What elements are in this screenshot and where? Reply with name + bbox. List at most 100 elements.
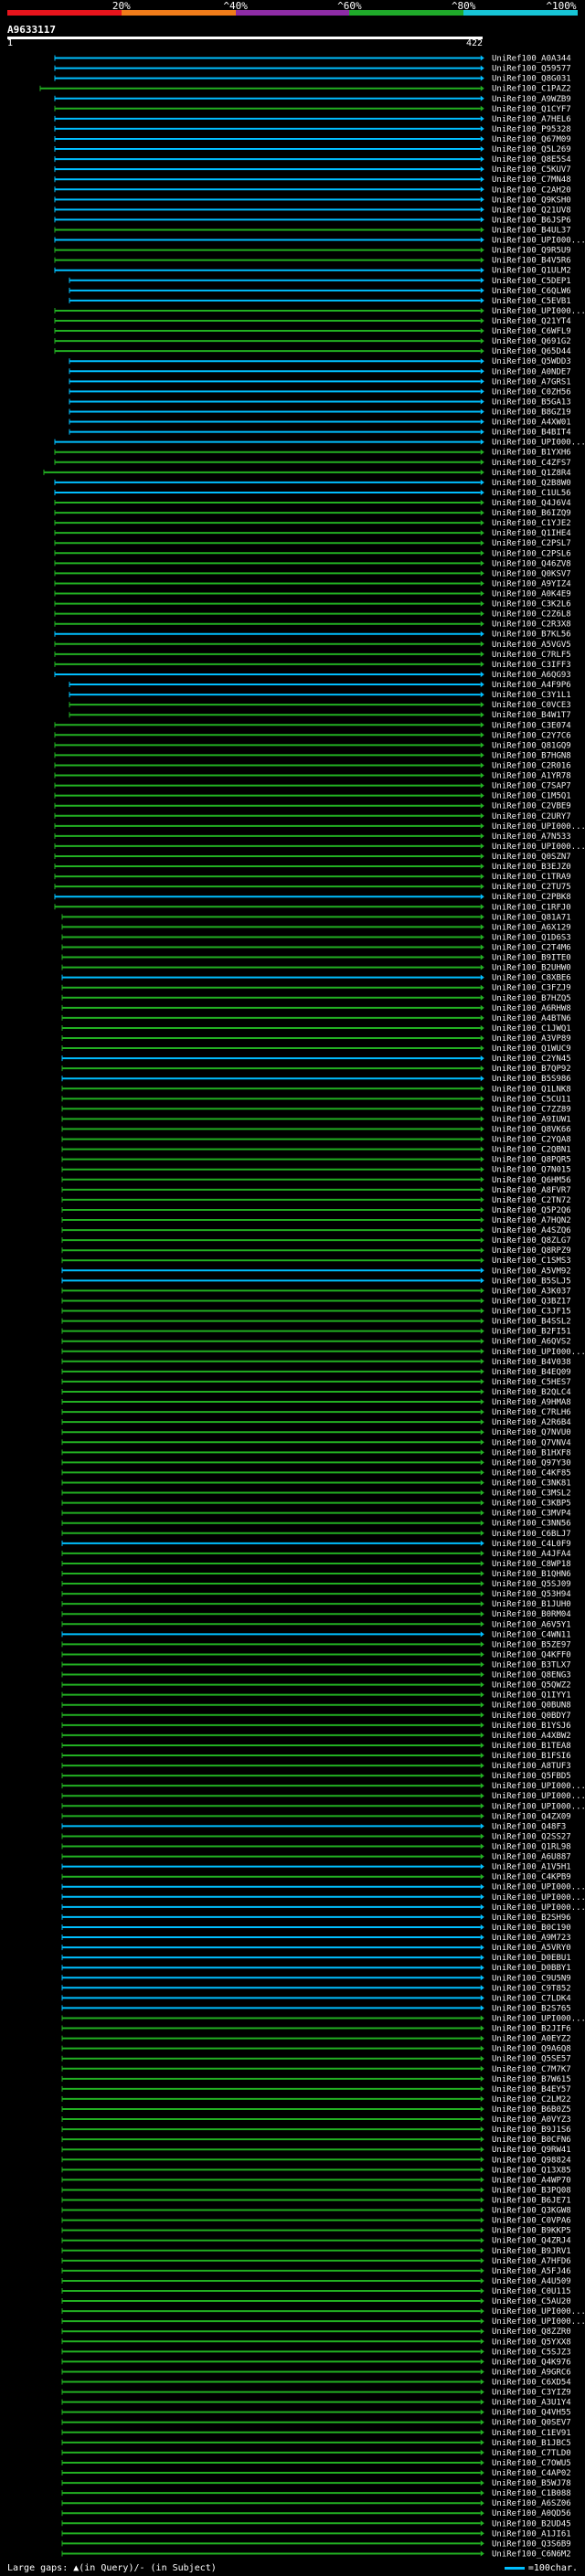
hit-row[interactable]: UniRef100_Q6HM56 xyxy=(61,1176,571,1185)
hit-label[interactable]: UniRef100_C1M5Q1 xyxy=(492,792,571,801)
hit-label[interactable]: UniRef100_A6SZ06 xyxy=(492,2499,571,2508)
hit-row[interactable]: UniRef100_C1PAZ2 xyxy=(39,85,571,94)
hit-label[interactable]: UniRef100_Q4J6V4 xyxy=(492,499,571,508)
hit-label[interactable]: UniRef100_Q97Y30 xyxy=(492,1458,571,1468)
hit-label[interactable]: UniRef100_B6JSP6 xyxy=(492,216,571,225)
hit-label[interactable]: UniRef100_Q21YT4 xyxy=(492,317,571,326)
hit-row[interactable]: UniRef100_C5HES7 xyxy=(61,1378,571,1387)
hit-label[interactable]: UniRef100_A3U1Y4 xyxy=(492,2399,571,2408)
hit-label[interactable]: UniRef100_C5HES7 xyxy=(492,1378,571,1387)
hit-row[interactable]: UniRef100_A4JFA4 xyxy=(61,1550,571,1559)
hit-label[interactable]: UniRef100_C7LDK4 xyxy=(492,1994,571,2003)
hit-row[interactable]: UniRef100_B1FSI6 xyxy=(61,1752,571,1761)
hit-label[interactable]: UniRef100_C0ZH56 xyxy=(492,387,571,397)
hit-label[interactable]: UniRef100_C5DEP1 xyxy=(492,277,571,286)
hit-label[interactable]: UniRef100_B5ZE97 xyxy=(492,1640,571,1649)
hit-label[interactable]: UniRef100_UPI000... xyxy=(492,2317,585,2327)
hit-row[interactable]: UniRef100_Q59577 xyxy=(54,65,571,74)
hit-row[interactable]: UniRef100_C5EVB1 xyxy=(69,297,571,306)
hit-row[interactable]: UniRef100_B0RM04 xyxy=(61,1610,571,1619)
hit-row[interactable]: UniRef100_Q4KFF0 xyxy=(61,1650,571,1659)
hit-label[interactable]: UniRef100_B1QHN6 xyxy=(492,1570,571,1579)
hit-label[interactable]: UniRef100_B2UHW0 xyxy=(492,964,571,973)
hit-label[interactable]: UniRef100_UPI000... xyxy=(492,2307,585,2316)
hit-label[interactable]: UniRef100_B2S765 xyxy=(492,2004,571,2013)
hit-row[interactable]: UniRef100_C2R016 xyxy=(54,761,571,770)
hit-row[interactable]: UniRef100_Q1RL98 xyxy=(61,1843,571,1852)
hit-row[interactable]: UniRef100_C3K2L6 xyxy=(54,600,571,610)
hit-row[interactable]: UniRef100_A0K4E9 xyxy=(54,590,571,599)
hit-row[interactable]: UniRef100_A5VGV5 xyxy=(54,641,571,650)
hit-row[interactable]: UniRef100_B6B0Z5 xyxy=(61,2105,571,2115)
hit-row[interactable]: UniRef100_B3TLX7 xyxy=(61,1661,571,1670)
hit-row[interactable]: UniRef100_A1JI61 xyxy=(61,2529,571,2539)
hit-label[interactable]: UniRef100_B9J1S6 xyxy=(492,2125,571,2135)
hit-row[interactable]: UniRef100_C1SMS3 xyxy=(61,1256,571,1266)
hit-label[interactable]: UniRef100_B7QP92 xyxy=(492,1065,571,1074)
hit-label[interactable]: UniRef100_C2QBN1 xyxy=(492,1146,571,1155)
hit-label[interactable]: UniRef100_C2TN72 xyxy=(492,1196,571,1205)
hit-label[interactable]: UniRef100_Q1IHE4 xyxy=(492,529,571,538)
hit-row[interactable]: UniRef100_B5S986 xyxy=(61,1075,571,1084)
hit-label[interactable]: UniRef100_Q65D44 xyxy=(492,347,571,356)
hit-row[interactable]: UniRef100_UPI000... xyxy=(61,2317,585,2327)
hit-label[interactable]: UniRef100_C4L0F9 xyxy=(492,1540,571,1549)
hit-label[interactable]: UniRef100_C5AU20 xyxy=(492,2297,571,2306)
hit-label[interactable]: UniRef100_A8FVR7 xyxy=(492,1186,571,1195)
hit-label[interactable]: UniRef100_C7SAP7 xyxy=(492,782,571,791)
hit-label[interactable]: UniRef100_A4WP70 xyxy=(492,2176,571,2185)
hit-label[interactable]: UniRef100_A4JFA4 xyxy=(492,1550,571,1559)
hit-row[interactable]: UniRef100_C1EV91 xyxy=(61,2429,571,2438)
hit-label[interactable]: UniRef100_C6N6M2 xyxy=(492,2549,571,2559)
hit-row[interactable]: UniRef100_C2TU75 xyxy=(54,883,571,892)
hit-row[interactable]: UniRef100_Q81A71 xyxy=(61,913,571,922)
hit-label[interactable]: UniRef100_B9JRV1 xyxy=(492,2247,571,2256)
hit-label[interactable]: UniRef100_Q4ZX09 xyxy=(492,1812,571,1821)
hit-label[interactable]: UniRef100_C5EVB1 xyxy=(492,297,571,306)
hit-row[interactable]: UniRef100_B8GZ19 xyxy=(69,408,571,418)
hit-row[interactable]: UniRef100_A3VP89 xyxy=(61,1034,571,1044)
hit-label[interactable]: UniRef100_C3MSL2 xyxy=(492,1489,571,1499)
hit-row[interactable]: UniRef100_Q9R5U9 xyxy=(54,247,571,256)
hit-row[interactable]: UniRef100_C4KPB9 xyxy=(61,1873,571,1882)
hit-label[interactable]: UniRef100_C2R3X8 xyxy=(492,620,571,630)
hit-row[interactable]: UniRef100_B9J1S6 xyxy=(61,2125,571,2135)
hit-row[interactable]: UniRef100_Q5SJ09 xyxy=(61,1580,571,1589)
hit-row[interactable]: UniRef100_UPI000... xyxy=(61,1782,585,1791)
hit-label[interactable]: UniRef100_C4KPB9 xyxy=(492,1873,571,1882)
hit-row[interactable]: UniRef100_B7HZQ5 xyxy=(61,994,571,1003)
hit-row[interactable]: UniRef100_B1YSJ6 xyxy=(61,1722,571,1731)
hit-label[interactable]: UniRef100_Q6HM56 xyxy=(492,1176,571,1185)
hit-row[interactable]: UniRef100_C4L0F9 xyxy=(61,1540,571,1549)
hit-label[interactable]: UniRef100_Q691G2 xyxy=(492,337,571,346)
hit-label[interactable]: UniRef100_A9YIZ4 xyxy=(492,579,571,588)
hit-row[interactable]: UniRef100_B1JBC5 xyxy=(61,2439,571,2448)
hit-label[interactable]: UniRef100_C3E074 xyxy=(492,721,571,730)
hit-label[interactable]: UniRef100_B4V038 xyxy=(492,1358,571,1367)
hit-row[interactable]: UniRef100_UPI000... xyxy=(54,843,585,852)
hit-row[interactable]: UniRef100_C7RLH6 xyxy=(61,1408,571,1417)
hit-row[interactable]: UniRef100_C7MN48 xyxy=(54,175,571,185)
hit-row[interactable]: UniRef100_Q1WUC9 xyxy=(61,1044,571,1054)
hit-label[interactable]: UniRef100_Q5P2Q6 xyxy=(492,1206,571,1215)
hit-label[interactable]: UniRef100_UPI000... xyxy=(492,237,585,246)
hit-label[interactable]: UniRef100_C9U5N9 xyxy=(492,1974,571,1983)
hit-label[interactable]: UniRef100_Q5SE57 xyxy=(492,2055,571,2064)
hit-row[interactable]: UniRef100_UPI000... xyxy=(54,307,585,316)
hit-row[interactable]: UniRef100_UPI000... xyxy=(61,1883,585,1892)
hit-row[interactable]: UniRef100_C1JWQ1 xyxy=(61,1024,571,1034)
hit-label[interactable]: UniRef100_C6XD54 xyxy=(492,2379,571,2388)
hit-row[interactable]: UniRef100_B7HGN8 xyxy=(54,751,571,760)
hit-row[interactable]: UniRef100_Q5P2Q6 xyxy=(61,1206,571,1215)
hit-row[interactable]: UniRef100_C4AP02 xyxy=(61,2469,571,2478)
hit-row[interactable]: UniRef100_B1JUH0 xyxy=(61,1600,571,1609)
hit-label[interactable]: UniRef100_Q5QWZ2 xyxy=(492,1681,571,1691)
hit-label[interactable]: UniRef100_D0EBU1 xyxy=(492,1954,571,1963)
hit-row[interactable]: UniRef100_A3U1Y4 xyxy=(61,2399,571,2408)
hit-label[interactable]: UniRef100_Q8ZLG7 xyxy=(492,1236,571,1246)
hit-label[interactable]: UniRef100_A5VRY0 xyxy=(492,1944,571,1953)
hit-label[interactable]: UniRef100_B1HXF8 xyxy=(492,1448,571,1458)
hit-row[interactable]: UniRef100_Q8ZLG7 xyxy=(61,1236,571,1246)
hit-label[interactable]: UniRef100_B1YXH6 xyxy=(492,449,571,458)
hit-label[interactable]: UniRef100_C2Y7C6 xyxy=(492,731,571,740)
